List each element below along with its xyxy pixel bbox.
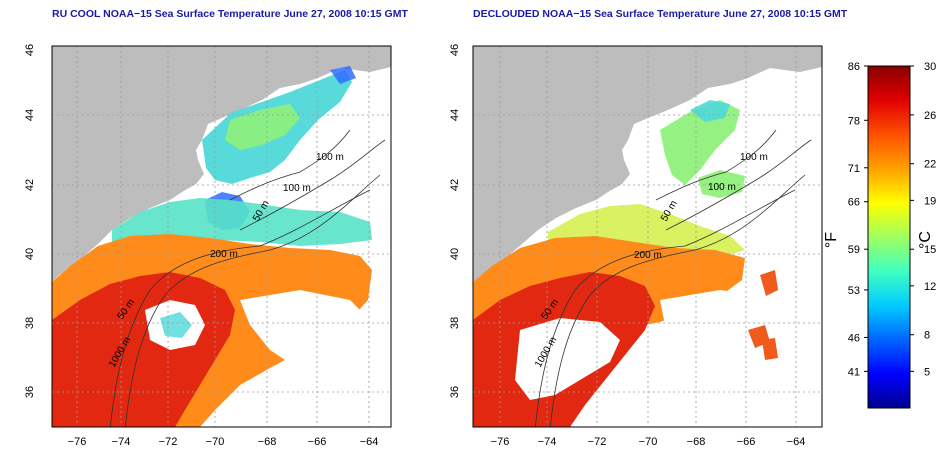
lat-tick-40: 40 — [24, 248, 36, 260]
left-sst-map: 100 m 100 m 50 m 200 m 50 m 1000 m −76 −… — [24, 44, 392, 448]
lon-tick-66: −66 — [737, 436, 756, 448]
lat-tick-labels: 36 38 40 42 44 46 — [24, 44, 36, 398]
lon-tick-68: −68 — [687, 436, 706, 448]
lon-tick-64: −64 — [360, 436, 379, 448]
lon-tick-70: −70 — [639, 436, 658, 448]
lat-tick-46: 46 — [449, 44, 461, 56]
colorbar-fahrenheit-tick-label: 41 — [848, 366, 860, 378]
contour-label-200m: 200 m — [634, 250, 662, 261]
bathymetry-contours — [534, 129, 812, 427]
lon-tick-74: −74 — [112, 436, 131, 448]
land-mass — [473, 46, 822, 282]
contour-label-200m: 200 m — [210, 249, 238, 260]
map-grid — [52, 46, 391, 427]
right-map-title: DECLOUDED NOAA−15 Sea Surface Temperatur… — [473, 8, 848, 20]
lat-tick-38: 38 — [449, 317, 461, 329]
colorbar-fahrenheit-tick-label: 66 — [848, 197, 860, 209]
colorbar-fahrenheit-tick-label: 59 — [848, 244, 860, 256]
bathymetry-contours — [109, 129, 386, 427]
lon-tick-72: −72 — [588, 436, 607, 448]
lon-tick-labels: −76 −74 −72 −70 −68 −66 −64 — [491, 436, 806, 448]
colorbar-fahrenheit-tick-label: 71 — [848, 163, 860, 175]
lat-tick-36: 36 — [449, 386, 461, 398]
lon-tick-76: −76 — [491, 436, 510, 448]
map-grid — [473, 46, 822, 427]
lat-tick-46: 46 — [24, 44, 36, 56]
lat-tick-44: 44 — [449, 109, 461, 121]
colorbar-ramp — [867, 65, 911, 409]
lat-tick-36: 36 — [24, 386, 36, 398]
lat-tick-labels: 36 38 40 42 44 46 — [449, 44, 461, 398]
sst-gulfstream-eddy — [145, 290, 385, 380]
right-sst-map: 100 m 100 m 50 m 200 m 50 m 1000 m −76 −… — [449, 44, 823, 448]
colorbar-celsius-tick-label: 19 — [924, 195, 936, 207]
colorbar-fahrenheit-tick-label: 46 — [848, 332, 860, 344]
sst-offshore-patches — [748, 270, 778, 360]
lat-tick-40: 40 — [449, 248, 461, 260]
contour-label-100m-b: 100 m — [708, 182, 736, 193]
sst-cool-patches — [690, 100, 730, 122]
lat-tick-42: 42 — [24, 179, 36, 191]
lon-tick-76: −76 — [68, 436, 87, 448]
lat-tick-38: 38 — [24, 317, 36, 329]
lon-tick-66: −66 — [308, 436, 327, 448]
colorbar-celsius-tick-label: 12 — [924, 281, 936, 293]
contour-label-100m-a: 100 m — [316, 152, 344, 163]
colorbar-fahrenheit-tick-label: 78 — [848, 115, 860, 127]
contour-label-100m-a: 100 m — [740, 152, 768, 163]
temperature-colorbar: 30 26 22 19 15 12 8 5 86 78 71 66 59 53 46 41 °F °C — [823, 61, 937, 409]
sst-green-patches — [660, 100, 745, 198]
map-frame — [472, 45, 823, 428]
sst-declouded-gaps — [515, 290, 815, 410]
fahrenheit-axis-label: °F — [823, 232, 840, 248]
sst-green-patches — [225, 104, 300, 150]
colorbar-fahrenheit-tick-label: 53 — [848, 285, 860, 297]
land-mass — [52, 46, 391, 282]
lon-tick-64: −64 — [787, 436, 806, 448]
lon-tick-72: −72 — [159, 436, 178, 448]
lon-tick-68: −68 — [258, 436, 277, 448]
colorbar-ticks: 30 26 22 19 15 12 8 5 86 78 71 66 59 53 46 41 — [848, 61, 937, 378]
colorbar-celsius-tick-label: 8 — [924, 330, 930, 342]
lat-tick-44: 44 — [24, 109, 36, 121]
left-map-title: RU COOL NOAA−15 Sea Surface Temperature … — [52, 8, 408, 20]
celsius-axis-label: °C — [917, 231, 934, 249]
colorbar-fahrenheit-tick-label: 86 — [848, 61, 860, 73]
lat-tick-42: 42 — [449, 179, 461, 191]
colorbar-celsius-tick-label: 22 — [924, 159, 936, 171]
colorbar-celsius-tick-label: 26 — [924, 110, 936, 122]
map-frame — [51, 45, 392, 428]
colorbar-celsius-tick-label: 30 — [924, 61, 936, 73]
contour-label-100m-b: 100 m — [283, 183, 311, 194]
lon-tick-labels: −76 −74 −72 −70 −68 −66 −64 — [68, 436, 379, 448]
colorbar-celsius-tick-label: 5 — [924, 366, 930, 378]
colorbar-celsius-tick-label: 15 — [924, 244, 936, 256]
lon-tick-70: −70 — [206, 436, 225, 448]
lon-tick-74: −74 — [538, 436, 557, 448]
